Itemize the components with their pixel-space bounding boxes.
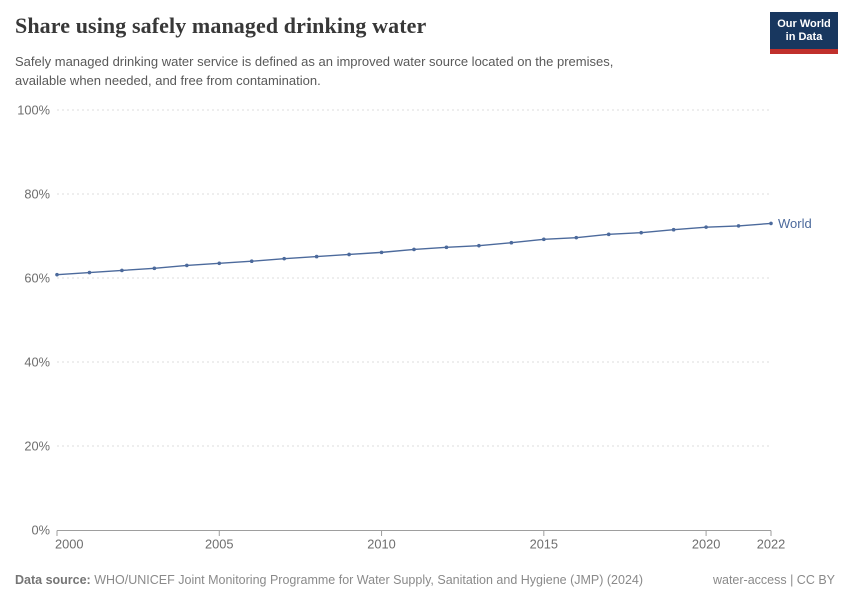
data-point — [87, 270, 92, 275]
data-point — [509, 240, 514, 245]
y-axis-label: 80% — [24, 187, 50, 202]
chart-subtitle-line2: available when needed, and free from con… — [15, 73, 321, 88]
y-axis-label: 20% — [24, 439, 50, 454]
data-source-text: Data source: WHO/UNICEF Joint Monitoring… — [15, 573, 643, 587]
data-point — [736, 224, 741, 228]
chart-title: Share using safely managed drinking wate… — [15, 13, 427, 38]
chart-subtitle-line1: Safely managed drinking water service is… — [15, 54, 614, 69]
x-axis-label: 2022 — [757, 537, 785, 552]
data-point — [282, 256, 286, 261]
chart-footer: Data source: WHO/UNICEF Joint Monitoring… — [15, 573, 835, 587]
data-point — [704, 225, 708, 229]
x-axis-label: 2015 — [530, 537, 558, 552]
data-point — [477, 243, 481, 248]
x-axis-label: 2010 — [367, 537, 395, 552]
data-source-value: WHO/UNICEF Joint Monitoring Programme fo… — [94, 573, 644, 587]
data-point — [185, 263, 189, 268]
data-point — [574, 235, 579, 240]
data-point — [639, 230, 643, 235]
owid-logo-line1: Our World — [777, 18, 831, 30]
data-point — [769, 221, 773, 226]
license-note: water-access | CC BY — [712, 573, 835, 587]
data-point — [671, 227, 676, 232]
data-source-label: Data source: — [15, 573, 91, 587]
data-point — [249, 259, 254, 264]
x-axis-label: 2020 — [692, 537, 720, 552]
data-point — [379, 250, 384, 255]
data-point — [412, 247, 416, 252]
y-axis-label: 0% — [32, 523, 51, 538]
data-point — [444, 245, 449, 250]
y-axis-label: 60% — [24, 271, 50, 286]
data-point — [314, 254, 319, 259]
y-axis-label: 40% — [24, 355, 50, 370]
chart-subtitle: Safely managed drinking water service is… — [15, 52, 613, 90]
owid-logo-line2: in Data — [785, 31, 823, 43]
data-point — [152, 266, 157, 271]
data-point — [217, 261, 222, 266]
x-axis-label: 2000 — [55, 537, 83, 552]
y-axis-label: 100% — [17, 103, 50, 118]
data-point — [347, 252, 351, 257]
data-point — [606, 232, 611, 237]
data-point — [55, 272, 59, 277]
series-label[interactable]: World — [778, 216, 812, 231]
data-point — [542, 237, 546, 242]
x-axis-label: 2005 — [205, 537, 233, 552]
data-point — [120, 268, 124, 273]
owid-logo[interactable]: Our World in Data — [770, 12, 838, 54]
